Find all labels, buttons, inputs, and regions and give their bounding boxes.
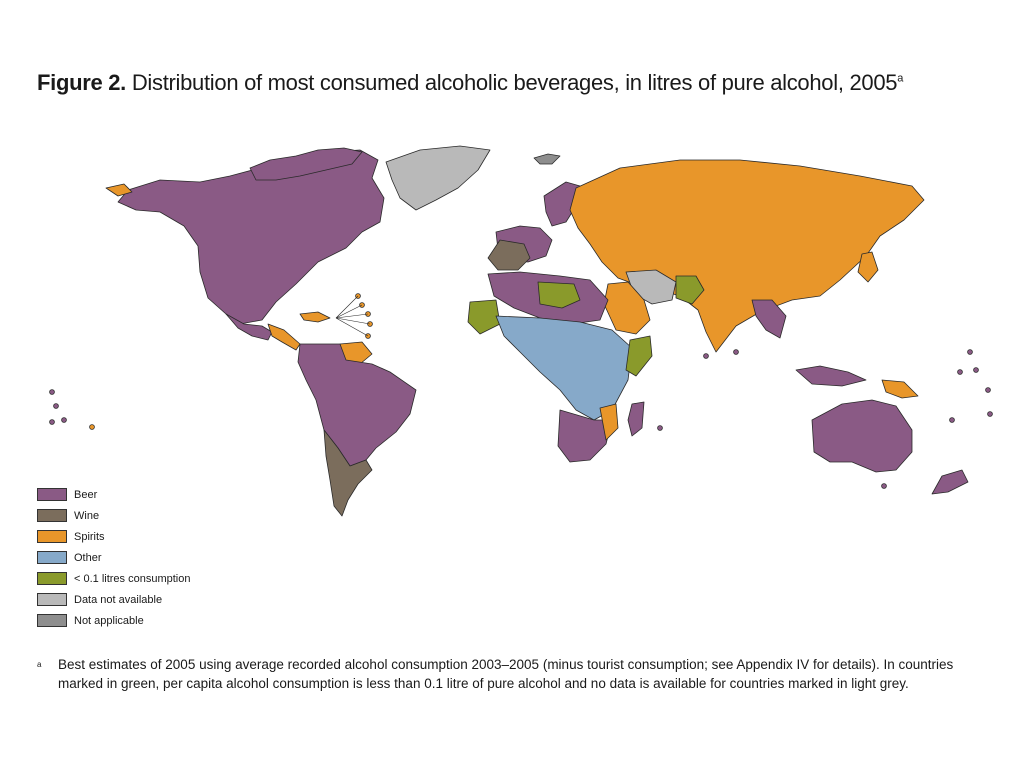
- region-central-america: [267, 323, 301, 351]
- region-argentina-chile: [323, 429, 373, 517]
- region-central-africa: [495, 315, 633, 421]
- legend-label: Other: [74, 551, 102, 564]
- island-marker: [957, 369, 963, 375]
- figure-title: Figure 2. Distribution of most consumed …: [37, 70, 903, 96]
- figure-label: Figure 2.: [37, 70, 126, 95]
- legend-label: Wine: [74, 509, 100, 522]
- legend-swatch: [37, 509, 67, 522]
- region-mexico: [225, 313, 273, 341]
- legend-item-beer: Beer: [37, 484, 190, 505]
- region-france-iberia: [487, 239, 531, 271]
- region-southeast-asia: [751, 299, 787, 339]
- legend-item-low: < 0.1 litres consumption: [37, 568, 190, 589]
- legend-swatch: [37, 551, 67, 564]
- island-marker: [49, 389, 55, 395]
- island-marker: [733, 349, 739, 355]
- island-marker: [987, 411, 993, 417]
- footnote-text: Best estimates of 2005 using average rec…: [58, 657, 954, 691]
- title-superscript: a: [897, 72, 904, 85]
- region-southern-africa: [557, 409, 613, 463]
- island-marker: [657, 425, 663, 431]
- region-japan: [857, 251, 879, 283]
- legend-label: < 0.1 litres consumption: [74, 572, 191, 585]
- island-marker: [89, 424, 95, 430]
- legend-swatch: [37, 488, 67, 501]
- island-marker: [949, 417, 955, 423]
- legend-label: Spirits: [74, 530, 105, 543]
- map-legend: Beer Wine Spirits Other < 0.1 litres consump…: [37, 484, 190, 631]
- legend-label: Not applicable: [74, 614, 144, 627]
- region-mozambique: [599, 403, 619, 441]
- region-sahara-low: [537, 281, 581, 309]
- region-west-africa-low: [467, 299, 501, 335]
- island-marker: [61, 417, 67, 423]
- region-north-america: [117, 149, 385, 325]
- region-svalbard: [533, 153, 561, 165]
- region-alaska-tip: [105, 183, 133, 197]
- legend-label: Beer: [74, 488, 98, 501]
- region-madagascar: [627, 401, 645, 437]
- region-new-zealand: [931, 469, 969, 495]
- region-australia: [811, 399, 913, 473]
- region-caribbean: [299, 311, 331, 323]
- island-marker: [53, 403, 59, 409]
- region-arctic-islands: [249, 147, 363, 181]
- legend-swatch: [37, 572, 67, 585]
- legend-label: Data not available: [74, 593, 163, 606]
- footnote-marker: a: [37, 660, 42, 669]
- legend-item-spirits: Spirits: [37, 526, 190, 547]
- region-afghanistan: [675, 275, 705, 305]
- region-indonesia: [795, 365, 867, 387]
- region-south-america: [297, 343, 417, 467]
- legend-item-other: Other: [37, 547, 190, 568]
- legend-swatch: [37, 614, 67, 627]
- legend-swatch: [37, 530, 67, 543]
- legend-item-na: Data not available: [37, 589, 190, 610]
- region-papua: [881, 379, 919, 399]
- legend-swatch: [37, 593, 67, 606]
- region-arabia: [603, 281, 651, 335]
- island-marker: [881, 483, 887, 489]
- island-marker: [973, 367, 979, 373]
- legend-item-not_applicable: Not applicable: [37, 610, 190, 631]
- region-somalia: [625, 335, 653, 377]
- figure-title-text: Distribution of most consumed alcoholic …: [131, 70, 898, 95]
- region-scandinavia: [543, 181, 581, 227]
- island-marker: [703, 353, 709, 359]
- legend-item-wine: Wine: [37, 505, 190, 526]
- island-marker: [967, 349, 973, 355]
- region-greenland: [385, 145, 491, 211]
- island-marker: [985, 387, 991, 393]
- island-marker: [49, 419, 55, 425]
